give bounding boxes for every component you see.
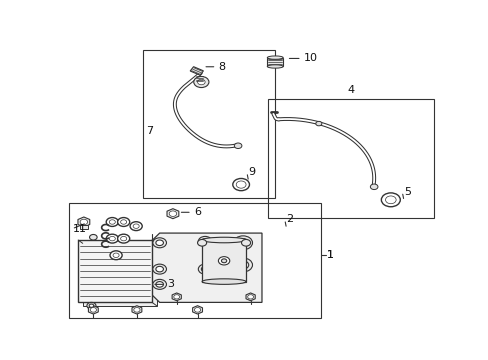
Text: 11: 11 — [72, 224, 86, 234]
Polygon shape — [78, 217, 90, 227]
Circle shape — [89, 234, 97, 240]
Polygon shape — [190, 67, 203, 75]
Circle shape — [134, 307, 140, 312]
Circle shape — [233, 236, 252, 250]
Polygon shape — [148, 233, 262, 302]
Circle shape — [106, 234, 118, 243]
Text: 2: 2 — [286, 214, 293, 224]
Circle shape — [153, 264, 166, 274]
Circle shape — [153, 279, 166, 289]
Text: 1: 1 — [326, 250, 333, 260]
Circle shape — [385, 196, 395, 204]
Text: 1: 1 — [326, 250, 333, 260]
Circle shape — [113, 253, 119, 257]
Circle shape — [106, 217, 118, 226]
Text: 8: 8 — [218, 62, 225, 72]
Circle shape — [193, 76, 208, 87]
Bar — [80, 225, 88, 229]
Text: 6: 6 — [193, 207, 201, 217]
Circle shape — [218, 257, 229, 265]
Circle shape — [117, 217, 129, 226]
Polygon shape — [167, 209, 179, 219]
Circle shape — [80, 219, 87, 225]
Circle shape — [198, 237, 211, 246]
Polygon shape — [192, 306, 202, 314]
Circle shape — [241, 239, 250, 246]
Circle shape — [194, 307, 200, 312]
Circle shape — [237, 239, 248, 247]
Circle shape — [236, 181, 245, 188]
Circle shape — [198, 264, 211, 274]
Ellipse shape — [267, 65, 283, 68]
Circle shape — [232, 179, 249, 191]
Circle shape — [201, 239, 208, 244]
Circle shape — [197, 239, 206, 246]
Circle shape — [173, 295, 179, 299]
Circle shape — [234, 143, 242, 149]
Circle shape — [221, 259, 226, 263]
Circle shape — [201, 266, 208, 272]
Text: 5: 5 — [403, 186, 410, 197]
Text: 7: 7 — [146, 126, 153, 135]
Circle shape — [156, 282, 163, 287]
Ellipse shape — [267, 56, 283, 59]
Circle shape — [247, 295, 253, 299]
Circle shape — [130, 222, 142, 231]
Circle shape — [121, 237, 126, 241]
Circle shape — [121, 220, 126, 224]
Circle shape — [153, 238, 166, 248]
Circle shape — [110, 251, 122, 260]
Bar — [78, 240, 152, 302]
Bar — [142, 50, 275, 198]
Circle shape — [169, 211, 176, 216]
Text: 9: 9 — [248, 167, 255, 177]
Bar — [82, 243, 156, 306]
Circle shape — [381, 193, 400, 207]
Circle shape — [237, 261, 248, 269]
Polygon shape — [245, 293, 255, 301]
Circle shape — [197, 79, 205, 85]
Text: 3: 3 — [167, 279, 174, 289]
Bar — [68, 203, 320, 318]
Circle shape — [117, 234, 129, 243]
Circle shape — [369, 184, 377, 190]
Circle shape — [156, 240, 163, 246]
Circle shape — [315, 121, 321, 126]
Bar — [267, 99, 433, 218]
Circle shape — [90, 307, 96, 312]
Bar — [202, 240, 245, 282]
Polygon shape — [88, 306, 98, 314]
Circle shape — [109, 220, 115, 224]
Circle shape — [109, 237, 115, 241]
Circle shape — [233, 258, 252, 272]
Circle shape — [87, 302, 96, 309]
Text: 4: 4 — [346, 85, 354, 95]
Circle shape — [89, 304, 94, 307]
Polygon shape — [132, 306, 142, 314]
Circle shape — [133, 224, 139, 228]
Polygon shape — [172, 293, 181, 301]
Circle shape — [156, 266, 163, 272]
Ellipse shape — [202, 279, 245, 284]
Bar — [267, 58, 283, 67]
Ellipse shape — [202, 237, 245, 243]
Text: 10: 10 — [303, 53, 317, 63]
